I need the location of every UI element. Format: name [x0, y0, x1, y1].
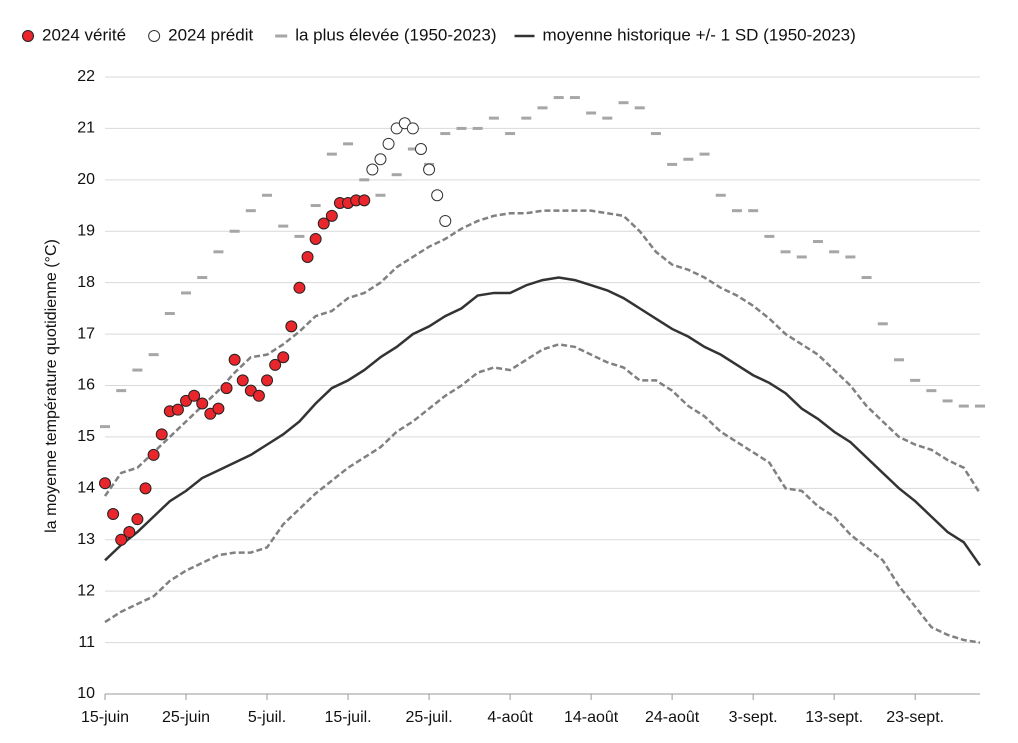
x-tick-label: 13-sept. [805, 709, 863, 726]
observed-point [155, 428, 168, 441]
predicted-point [366, 163, 379, 176]
observed-point [188, 389, 201, 402]
observed-point [139, 482, 152, 495]
observed-point [277, 351, 290, 364]
observed-point [115, 533, 128, 546]
observed-point [212, 402, 225, 415]
observed-point [317, 217, 330, 230]
y-tick-label: 21 [77, 120, 95, 137]
y-tick-label: 17 [77, 325, 95, 342]
observed-point [131, 513, 144, 526]
observed-point [196, 397, 209, 410]
predicted-point [439, 214, 452, 227]
observed-point [309, 232, 322, 245]
observed-point [293, 281, 306, 294]
mean-line [104, 276, 982, 567]
observed-point [252, 389, 265, 402]
legend-label: la plus élevée (1950-2023) [295, 25, 496, 44]
predicted-point [423, 163, 436, 176]
legend-label: moyenne historique +/- 1 SD (1950-2023) [543, 25, 856, 44]
x-tick-label: 15-juin [81, 709, 129, 726]
observed-point [358, 194, 371, 207]
x-tick-label: 5-juil. [248, 709, 286, 726]
observed-point [285, 320, 298, 333]
y-tick-label: 15 [77, 428, 95, 445]
observed-point [325, 209, 338, 222]
observed-point [301, 250, 314, 263]
predicted-point [414, 142, 427, 155]
x-tick-label: 14-août [564, 709, 619, 726]
y-tick-label: 10 [77, 685, 95, 702]
observed-point [261, 374, 274, 387]
sd-lower-line [104, 343, 981, 644]
y-tick-label: 18 [77, 274, 95, 291]
predicted-point [374, 153, 387, 166]
predicted-point [382, 137, 395, 150]
observed-point [269, 358, 282, 371]
observed-point [220, 382, 233, 395]
y-tick-label: 19 [77, 222, 95, 239]
observed-point [107, 508, 120, 521]
observed-point [236, 374, 249, 387]
legend-label: 2024 vérité [42, 25, 126, 44]
legend-marker [22, 30, 34, 42]
x-tick-label: 3-sept. [729, 709, 778, 726]
predicted-point [406, 122, 419, 135]
x-tick-label: 15-juil. [324, 709, 371, 726]
x-tick-label: 24-août [645, 709, 700, 726]
y-tick-label: 12 [77, 582, 95, 599]
observed-point [147, 448, 160, 461]
x-tick-label: 25-juin [162, 709, 210, 726]
observed-point [171, 403, 184, 416]
x-tick-label: 25-juil. [406, 709, 453, 726]
observed-point [99, 477, 111, 490]
y-tick-label: 16 [77, 377, 95, 394]
x-tick-label: 4-août [487, 709, 533, 726]
predicted-point [431, 189, 444, 202]
y-tick-label: 14 [77, 480, 95, 497]
sd-upper-line [103, 209, 982, 497]
legend-label: 2024 prédit [168, 25, 253, 44]
x-tick-label: 23-sept. [886, 709, 944, 726]
y-tick-label: 22 [77, 68, 95, 85]
legend-marker [148, 30, 161, 42]
y-tick-label: 13 [77, 531, 95, 548]
observed-point [123, 526, 136, 539]
y-tick-label: 20 [77, 171, 95, 188]
y-tick-label: 11 [78, 634, 95, 651]
observed-point [228, 353, 241, 366]
y-axis-label: la moyenne température quotidienne (°C) [43, 239, 60, 533]
